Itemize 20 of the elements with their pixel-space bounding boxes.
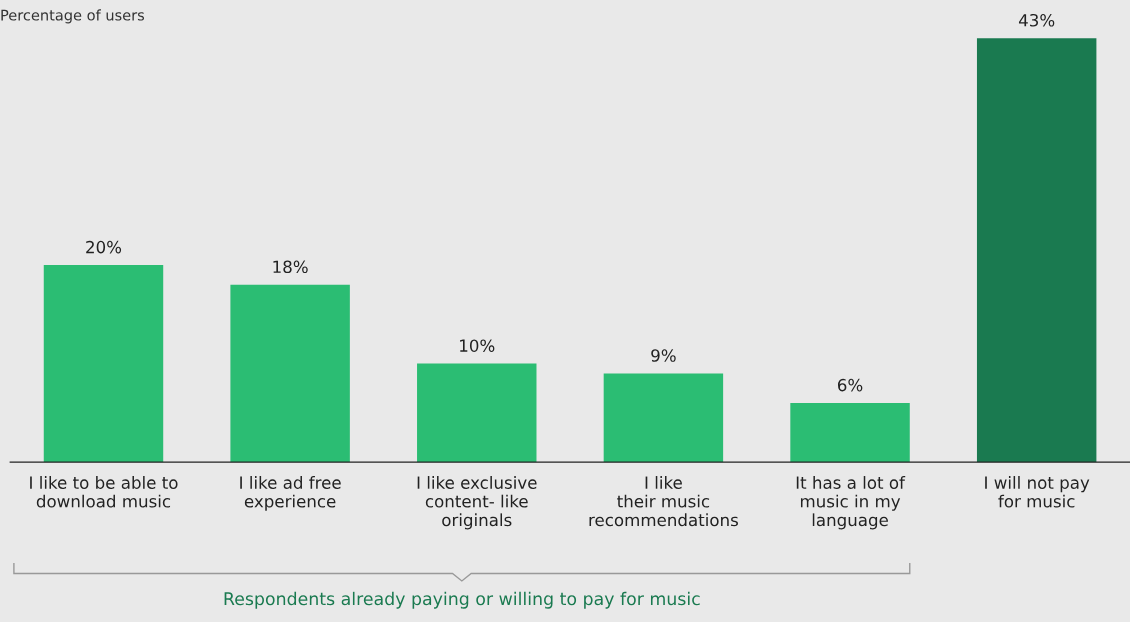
bar [417,363,537,463]
x-tick-label: I like their music recommendations [589,476,738,527]
x-tick-label: I will not pay for music [985,476,1090,508]
data-label: 43% [1018,13,1055,27]
bar [230,284,350,463]
data-label: 9% [651,349,676,362]
x-tick-label: It has a lot of music in my language [796,476,906,530]
bar [976,38,1097,463]
data-label: 18% [273,260,308,274]
x-tick-label: I like exclusive content- like originals [417,476,537,530]
x-tick-label: I like ad free experience [240,476,341,511]
text: Respondents already paying or willing to pay for music [224,591,700,609]
y-axis-title: Percentage of users [1,9,145,24]
bar [603,373,724,463]
data-label: 10% [460,339,495,352]
data-label: 20% [86,240,122,254]
bar [43,264,164,463]
data-label: 6% [837,378,863,392]
x-tick-label: I like to be able to download music [30,476,178,508]
bar [790,402,910,463]
